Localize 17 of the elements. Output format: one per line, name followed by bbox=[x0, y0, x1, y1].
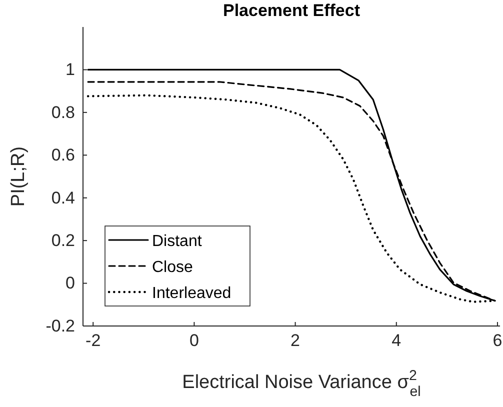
y-axis-title: PI(L;R) bbox=[8, 146, 29, 207]
legend-label: Close bbox=[152, 259, 194, 276]
x-tick-label: 6 bbox=[492, 331, 502, 350]
y-tick-label: 0.4 bbox=[51, 188, 75, 208]
x-tick-label: 4 bbox=[392, 331, 402, 350]
x-tick-label: 0 bbox=[189, 331, 199, 350]
y-tick-label: -0.2 bbox=[46, 316, 75, 336]
chart-title: Placement Effect bbox=[223, 1, 360, 20]
legend-label: Distant bbox=[152, 233, 202, 250]
y-tick-label: 0.6 bbox=[51, 146, 75, 165]
y-tick-label: 0 bbox=[66, 274, 75, 293]
y-tick-label: 1 bbox=[66, 60, 75, 80]
legend-label: Interleaved bbox=[152, 285, 232, 302]
x-tick-label: 2 bbox=[290, 331, 300, 350]
y-tick-label: 0.2 bbox=[51, 231, 75, 250]
x-tick-label: -2 bbox=[86, 331, 101, 350]
y-tick-label: 0.8 bbox=[51, 102, 75, 122]
